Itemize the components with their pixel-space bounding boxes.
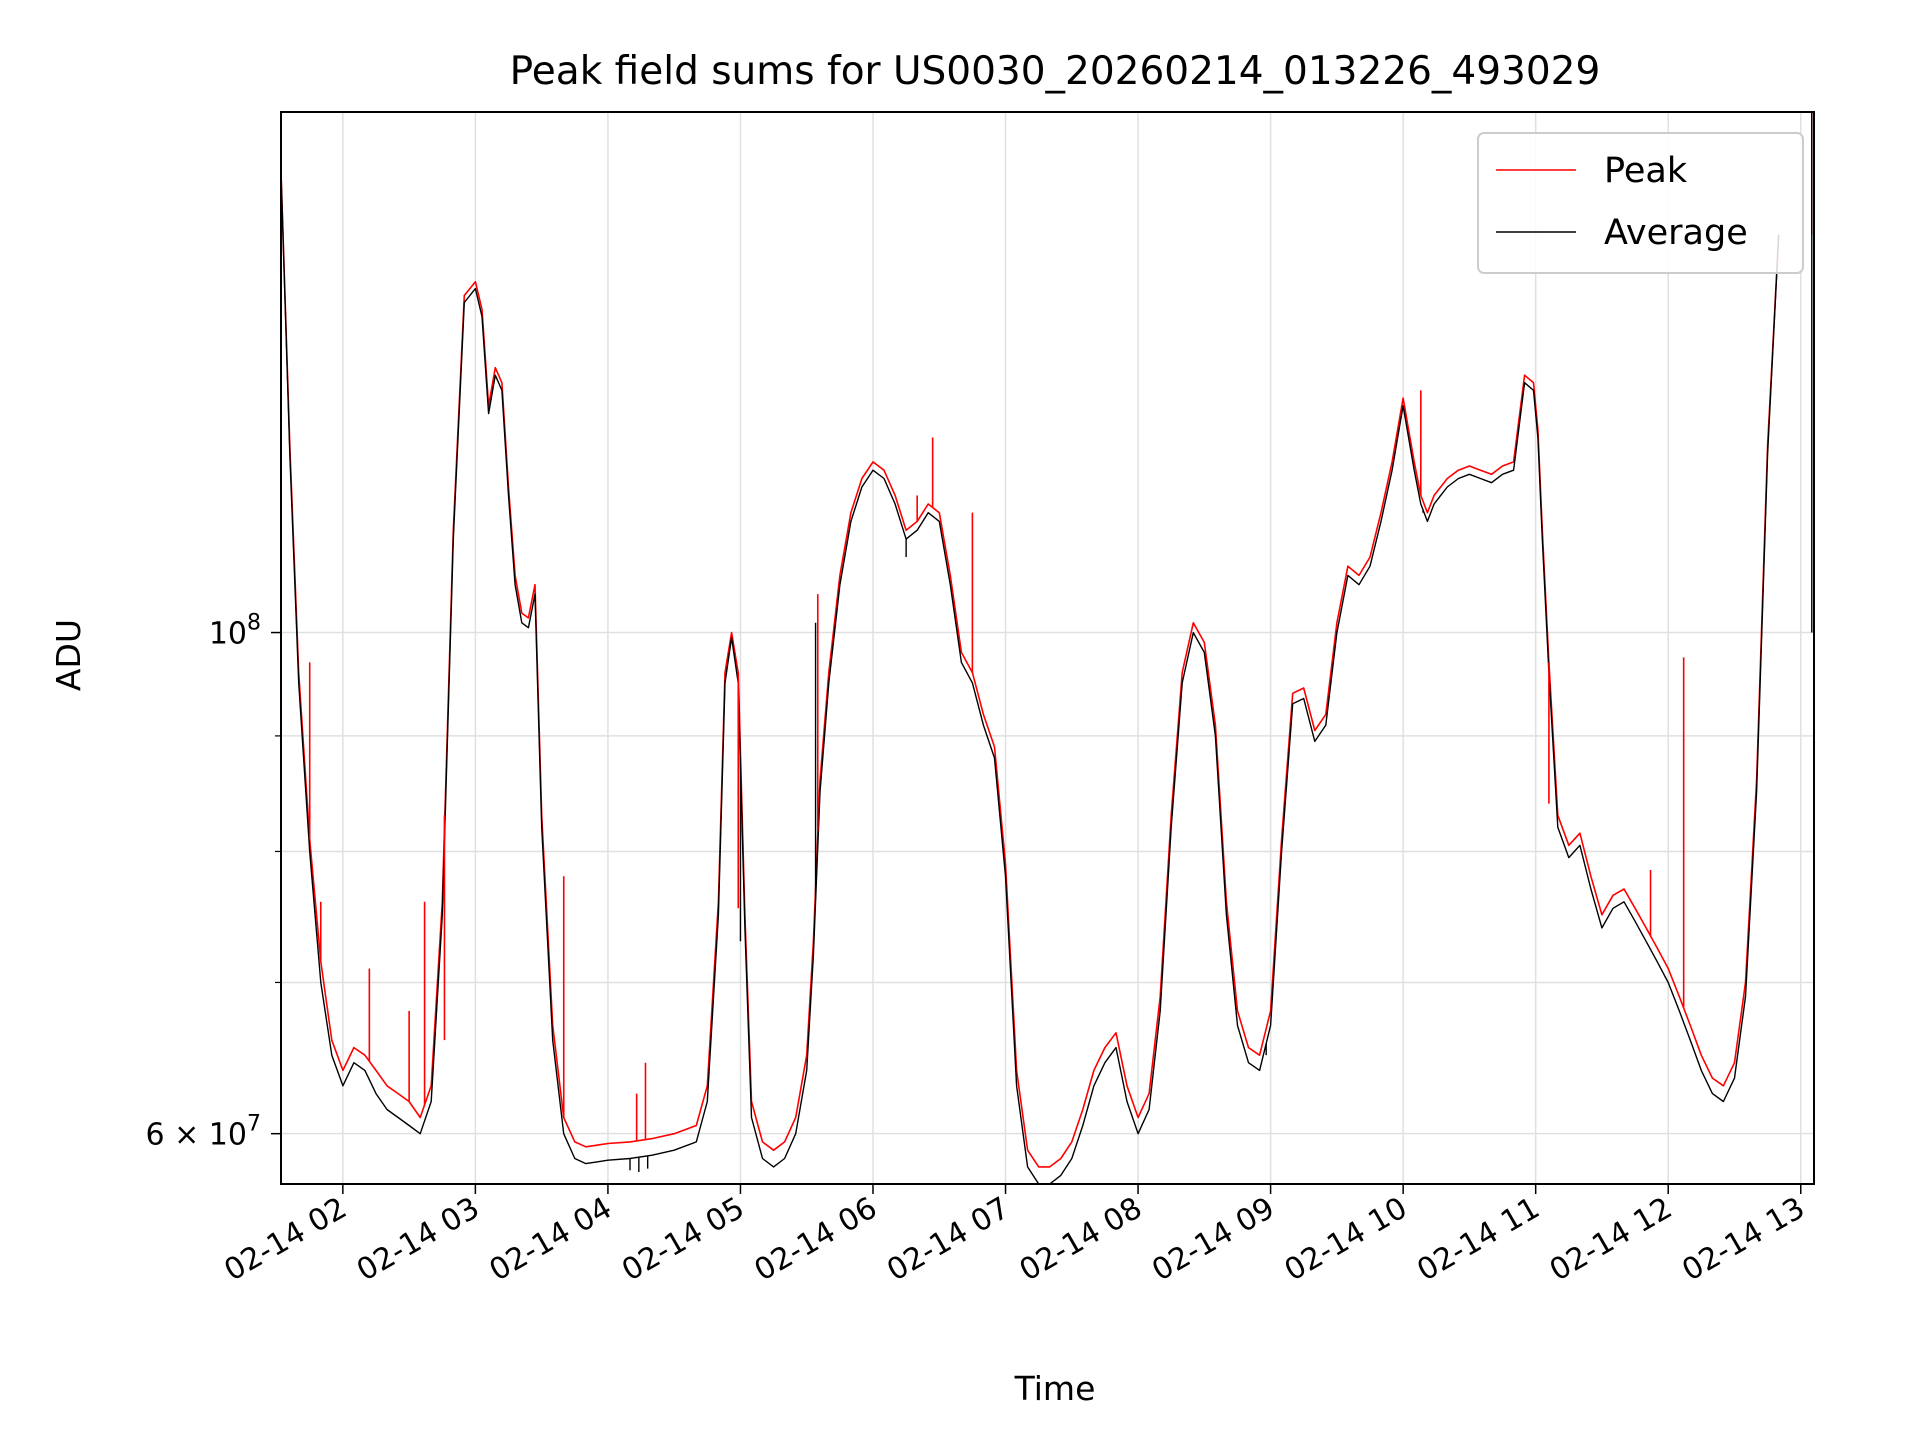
plot-series [281,112,1813,1184]
x-axis-label: Time [1014,1369,1096,1408]
y-axis-label: ADU [49,619,88,691]
axes-frame [280,111,1815,1185]
y-tick-label-base: 10 [209,617,247,652]
legend-label-average: Average [1604,213,1748,253]
y-tick-label-exponent: 7 [247,1112,261,1137]
y-tick-label: 108 [209,611,261,652]
grid [281,112,1814,1184]
legend: Peak Average [1477,132,1804,274]
chart-title: Peak field sums for US0030_20260214_0132… [510,49,1601,94]
y-tick-label-base: 6 × 10 [146,1118,247,1153]
legend-label-peak: Peak [1604,151,1688,191]
legend-box [1477,132,1804,274]
y-tick-label-exponent: 8 [247,611,261,636]
series-line-average [281,171,1780,1184]
y-tick-label: 6 × 107 [146,1112,261,1153]
